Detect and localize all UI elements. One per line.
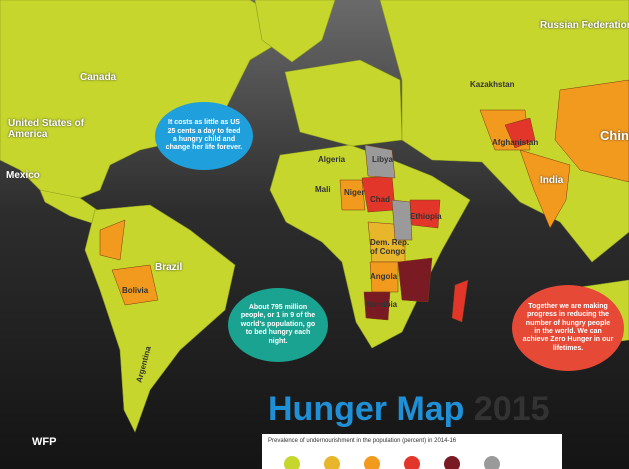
map-label: Brazil bbox=[155, 262, 183, 273]
legend-swatches bbox=[284, 456, 500, 469]
map-label: Libya bbox=[372, 155, 393, 164]
map-label: China bbox=[600, 128, 629, 143]
map-label: India bbox=[540, 175, 564, 186]
map-label: Mali bbox=[315, 185, 331, 194]
map-label: Chad bbox=[370, 195, 390, 204]
callout: About 795 million people, or 1 in 9 of t… bbox=[228, 288, 328, 362]
map-label: United States of America bbox=[8, 118, 85, 140]
legend: Prevalence of undernourishment in the po… bbox=[262, 434, 562, 469]
swatch bbox=[324, 456, 340, 469]
title: Hunger Map bbox=[268, 390, 465, 428]
map-label: Algeria bbox=[318, 155, 346, 164]
map-label: Mexico bbox=[6, 170, 40, 181]
map-label: Angola bbox=[370, 272, 398, 281]
title-group: Hunger Map 2015 bbox=[268, 390, 550, 429]
map-label: Russian Federation bbox=[540, 20, 629, 31]
swatch bbox=[484, 456, 500, 469]
legend-title: Prevalence of undernourishment in the po… bbox=[268, 438, 457, 444]
map-label: Canada bbox=[80, 72, 117, 83]
hunger-regions bbox=[99, 79, 629, 323]
swatch bbox=[444, 456, 460, 469]
map-label: Ethiopia bbox=[410, 212, 442, 221]
map-label: Namibia bbox=[366, 300, 398, 309]
map-label: Kazakhstan bbox=[470, 80, 515, 89]
map-label: Afghanistan bbox=[492, 138, 539, 147]
swatch bbox=[284, 456, 300, 469]
callout: It costs as little as US 25 cents a day … bbox=[155, 102, 253, 170]
map-label: Niger bbox=[344, 188, 365, 197]
year: 2015 bbox=[473, 390, 550, 428]
logo: WFP bbox=[32, 436, 57, 448]
callout: Together we are making progress in reduc… bbox=[512, 285, 624, 371]
map-label: Dem. Rep. of Congo bbox=[370, 238, 410, 256]
map-label: Bolivia bbox=[122, 286, 149, 295]
swatch bbox=[364, 456, 380, 469]
swatch bbox=[404, 456, 420, 469]
